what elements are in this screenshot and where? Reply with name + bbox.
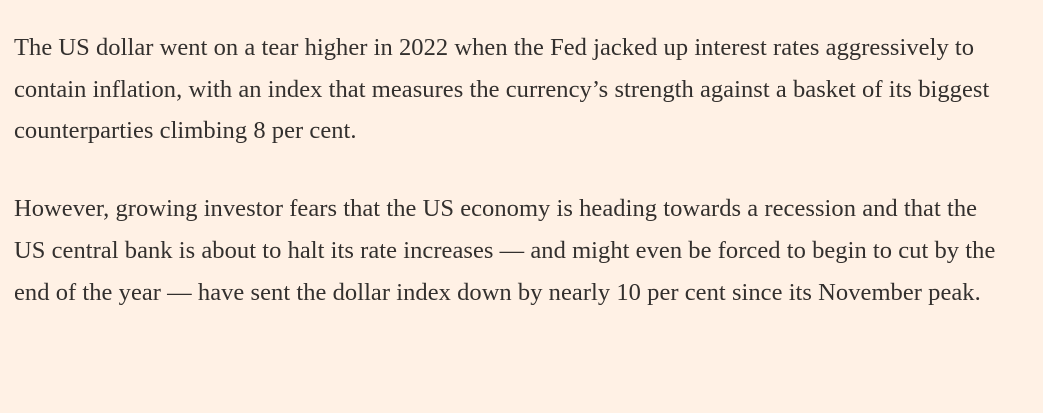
article-paragraph-1: The US dollar went on a tear higher in 2… (14, 34, 990, 145)
article-paragraph-2: However, growing investor fears that the… (14, 195, 996, 306)
article-body: The US dollar went on a tear higher in 2… (14, 27, 1014, 313)
